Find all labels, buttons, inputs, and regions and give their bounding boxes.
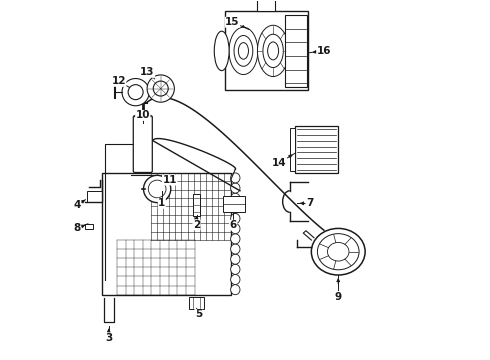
Ellipse shape (231, 213, 240, 224)
Text: 8: 8 (74, 224, 81, 233)
Ellipse shape (231, 274, 240, 284)
Bar (257, 0, 275, 12)
Ellipse shape (122, 78, 149, 106)
Ellipse shape (263, 34, 283, 68)
Bar (85, 224, 93, 229)
Text: 2: 2 (193, 220, 200, 230)
Text: 7: 7 (306, 198, 313, 208)
Ellipse shape (231, 264, 240, 274)
Bar (87, 192, 101, 202)
Ellipse shape (257, 25, 289, 77)
Ellipse shape (153, 81, 168, 96)
Text: 12: 12 (112, 76, 126, 86)
Bar (223, 196, 245, 212)
Text: 11: 11 (163, 175, 177, 185)
Ellipse shape (318, 234, 359, 270)
Text: 10: 10 (136, 111, 150, 121)
Bar (101, 173, 231, 295)
Ellipse shape (238, 42, 248, 59)
Text: 14: 14 (272, 158, 287, 168)
Ellipse shape (231, 234, 240, 244)
Bar (225, 12, 308, 90)
Text: 16: 16 (317, 46, 331, 56)
Ellipse shape (234, 36, 253, 66)
Ellipse shape (268, 42, 279, 60)
Bar (190, 297, 204, 309)
Ellipse shape (231, 285, 240, 295)
Ellipse shape (214, 31, 229, 71)
Ellipse shape (147, 75, 174, 102)
Bar (295, 126, 338, 173)
Bar (193, 194, 200, 216)
Ellipse shape (327, 242, 349, 261)
Ellipse shape (148, 180, 166, 198)
Ellipse shape (231, 183, 240, 193)
Ellipse shape (144, 175, 171, 203)
Text: 1: 1 (158, 198, 166, 208)
Ellipse shape (231, 173, 240, 183)
Text: 4: 4 (74, 200, 81, 210)
Ellipse shape (128, 85, 143, 100)
Text: 13: 13 (140, 67, 155, 77)
Bar (290, 128, 295, 171)
Ellipse shape (231, 254, 240, 264)
Ellipse shape (229, 27, 258, 75)
Text: 5: 5 (195, 310, 202, 319)
Ellipse shape (231, 244, 240, 254)
Ellipse shape (231, 224, 240, 234)
Text: 3: 3 (105, 333, 112, 343)
Text: 15: 15 (225, 17, 240, 27)
Ellipse shape (311, 228, 365, 275)
Text: 9: 9 (335, 292, 342, 302)
Ellipse shape (231, 203, 240, 213)
Bar (285, 15, 307, 87)
FancyBboxPatch shape (133, 116, 152, 172)
Ellipse shape (231, 193, 240, 203)
Text: 6: 6 (229, 220, 237, 230)
